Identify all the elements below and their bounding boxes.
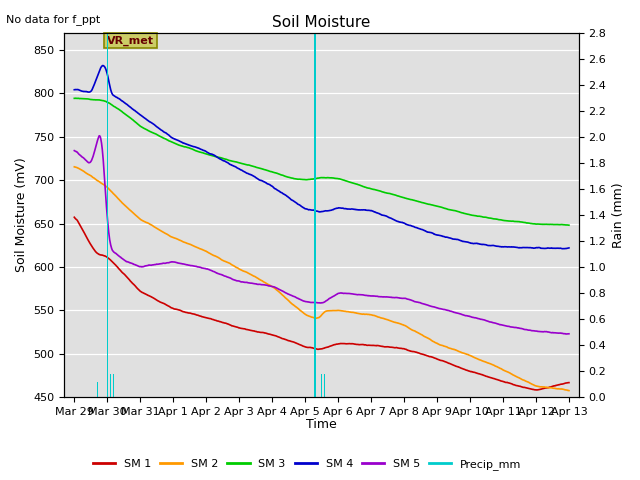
Legend: SM 1, SM 2, SM 3, SM 4, SM 5, Precip_mm: SM 1, SM 2, SM 3, SM 4, SM 5, Precip_mm [88,455,526,474]
Bar [113,374,115,397]
Bar [314,33,316,397]
Bar [110,374,111,397]
Y-axis label: Rain (mm): Rain (mm) [612,182,625,248]
Bar [321,374,322,397]
Y-axis label: Soil Moisture (mV): Soil Moisture (mV) [15,157,28,272]
X-axis label: Time: Time [307,419,337,432]
Title: Soil Moisture: Soil Moisture [273,15,371,30]
Text: VR_met: VR_met [108,36,154,46]
Bar [107,33,108,397]
Bar [324,374,326,397]
Bar [97,382,98,397]
Text: No data for f_ppt: No data for f_ppt [6,14,100,25]
